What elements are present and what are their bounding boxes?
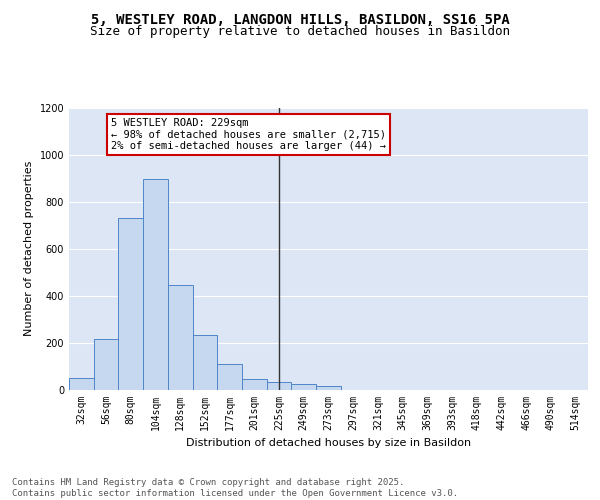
Y-axis label: Number of detached properties: Number of detached properties	[24, 161, 34, 336]
Bar	[193, 334, 217, 390]
Text: 5, WESTLEY ROAD, LANGDON HILLS, BASILDON, SS16 5PA: 5, WESTLEY ROAD, LANGDON HILLS, BASILDON…	[91, 12, 509, 26]
Bar	[143, 180, 168, 390]
Bar	[69, 378, 94, 390]
Bar	[316, 386, 341, 390]
Bar	[242, 378, 267, 390]
Bar	[168, 285, 193, 390]
Text: Contains HM Land Registry data © Crown copyright and database right 2025.
Contai: Contains HM Land Registry data © Crown c…	[12, 478, 458, 498]
Text: 5 WESTLEY ROAD: 229sqm
← 98% of detached houses are smaller (2,715)
2% of semi-d: 5 WESTLEY ROAD: 229sqm ← 98% of detached…	[111, 118, 386, 152]
Bar	[217, 364, 242, 390]
X-axis label: Distribution of detached houses by size in Basildon: Distribution of detached houses by size …	[186, 438, 471, 448]
Bar	[94, 340, 118, 390]
Bar	[292, 384, 316, 390]
Text: Size of property relative to detached houses in Basildon: Size of property relative to detached ho…	[90, 25, 510, 38]
Bar	[118, 218, 143, 390]
Bar	[267, 382, 292, 390]
